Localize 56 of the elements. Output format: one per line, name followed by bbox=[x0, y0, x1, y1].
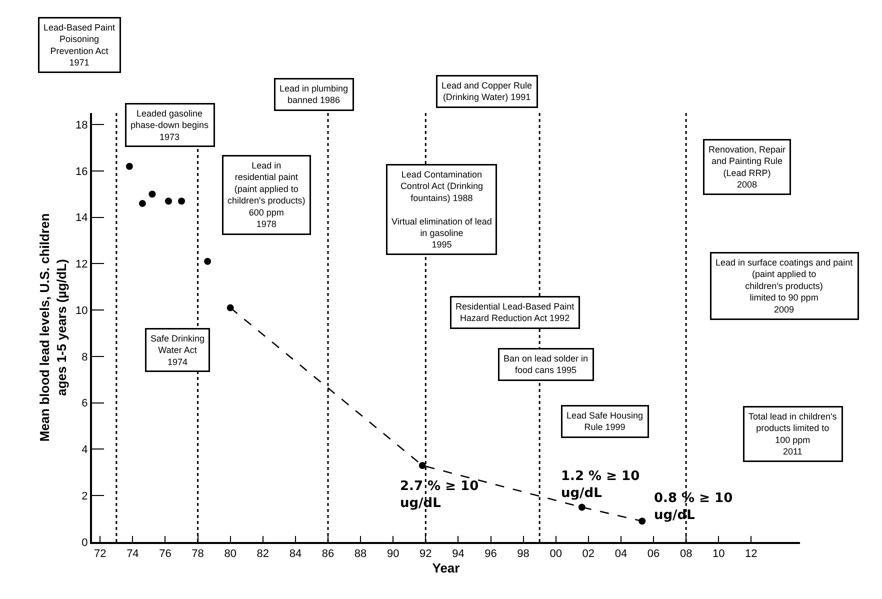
x-tick-label: 84 bbox=[289, 548, 302, 560]
annotation: 1.2 % ≥ 10 ug/dL bbox=[561, 469, 640, 501]
y-tick-label: 4 bbox=[82, 444, 88, 456]
annotation: 0.8 % ≥ 10 ug/dL bbox=[654, 491, 733, 523]
x-tick-label: 90 bbox=[386, 548, 400, 560]
text: Lead Contamination Control Act (Drinking fountains) 1988 Virtual elimination of lead in gasoline 1995 bbox=[392, 170, 492, 250]
point bbox=[418, 462, 426, 469]
y-tick-label: 16 bbox=[76, 166, 88, 178]
x-tick-label: 04 bbox=[614, 548, 628, 560]
annotation: Renovation, Repair and Painting Rule (Lead RRP) 2008 bbox=[708, 144, 786, 190]
x-tick-label: 06 bbox=[647, 548, 660, 560]
x-tick-label: 76 bbox=[159, 548, 172, 560]
x-tick-label: 08 bbox=[680, 548, 692, 560]
x-tick-label: 74 bbox=[126, 548, 139, 560]
y-tick-label: 14 bbox=[76, 212, 88, 224]
point bbox=[204, 258, 212, 265]
point bbox=[148, 190, 156, 198]
x-tick-label: 92 bbox=[420, 548, 432, 560]
y-tick-label: 10 bbox=[76, 304, 88, 317]
annotation: 2.7 % ≥ 10 ug/dL bbox=[400, 479, 479, 511]
point bbox=[178, 198, 186, 205]
x-tick-label: 80 bbox=[224, 548, 236, 560]
y-tick-label: 0 bbox=[82, 536, 88, 549]
x-tick-label: 72 bbox=[94, 548, 106, 560]
y-tick-label: 8 bbox=[82, 351, 88, 364]
annotation: Leaded gasoline phase-down begins 1973 bbox=[130, 108, 210, 142]
annotation: Ban on lead solder in food cans 1995 bbox=[504, 354, 588, 376]
x-tick-label: 10 bbox=[712, 548, 725, 560]
x-tick-label: 82 bbox=[256, 548, 270, 560]
annotation: Lead in residential paint (paint applied to children's products) 600 ppm 1978 bbox=[228, 160, 306, 229]
x-tick-label: 00 bbox=[550, 548, 562, 560]
x-tick-label: 12 bbox=[745, 548, 758, 560]
point bbox=[126, 162, 133, 170]
text: Lead and Copper Rule (Drinking Water) 1991 bbox=[442, 80, 532, 102]
x-tick-label: 78 bbox=[192, 548, 204, 560]
x-axis-title: Year bbox=[432, 560, 460, 576]
text: Lead in plumbing banned 1986 bbox=[280, 84, 348, 106]
x-tick-label: 96 bbox=[484, 548, 497, 560]
y-tick-label: 18 bbox=[76, 119, 88, 132]
x-tick-label: 98 bbox=[517, 548, 530, 560]
annotation: Total lead in children's products limited to 100 ppm 2011 bbox=[748, 412, 838, 457]
annotation: Residential Lead-Based Paint Hazard Reduction Act 1992 bbox=[456, 302, 575, 324]
y-tick-label: 2 bbox=[82, 490, 88, 502]
annotation: Lead in surface coatings and paint (paint applied to children's products) limited to 90 ppm 2009 bbox=[716, 258, 854, 314]
x-tick-label: 86 bbox=[322, 548, 334, 560]
x-tick-label: 94 bbox=[452, 548, 464, 560]
annotation: Safe Drinking Water Act 1974 bbox=[150, 334, 205, 367]
text: Lead-Based Paint Poisoning Prevention Act 1971 bbox=[44, 22, 116, 68]
point bbox=[138, 200, 146, 207]
x-tick-label: 88 bbox=[354, 548, 367, 560]
y-axis-title: Mean blood lead levels, U.S. children ages 1-5 years (µg/dL) bbox=[37, 213, 69, 442]
annotation: Lead Safe Housing Rule 1999 bbox=[566, 410, 644, 432]
x-tick-label: 02 bbox=[582, 548, 595, 560]
y-tick-label: 6 bbox=[82, 398, 88, 410]
point bbox=[165, 198, 172, 205]
y-tick-label: 12 bbox=[76, 258, 88, 271]
